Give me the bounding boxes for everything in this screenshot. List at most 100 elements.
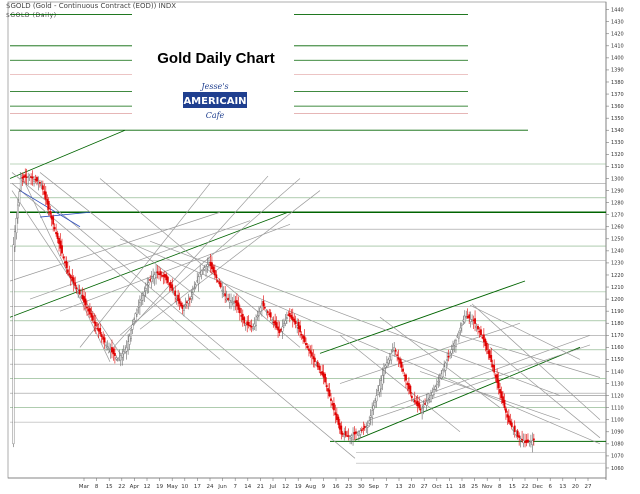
x-tick-label: 15 (106, 484, 113, 490)
candle-down (484, 339, 487, 346)
y-tick-label: 1280 (611, 200, 624, 206)
candle-up (124, 349, 127, 353)
y-tick-label: 1150 (611, 357, 624, 363)
candle-down (74, 282, 77, 287)
candle-down (516, 430, 519, 437)
candle-up (315, 364, 318, 366)
candle-down (25, 176, 28, 178)
candle-down (306, 346, 309, 348)
candle-up (460, 323, 463, 326)
x-tick-label: 18 (459, 484, 466, 490)
candle-down (234, 300, 237, 303)
candle-up (202, 269, 204, 271)
x-tick-label: 12 (144, 484, 151, 490)
candle-down (532, 438, 535, 441)
candle-up (152, 276, 155, 278)
candle-down (310, 352, 313, 357)
x-tick-label: Jul (269, 484, 277, 490)
x-tick-label: 27 (421, 484, 428, 490)
chart-title: Gold Daily Chart (157, 50, 275, 67)
x-tick-label: 25 (471, 484, 478, 490)
jesses-americain-cafe-logo: Jesse's AMERICAIN Cafe (183, 82, 247, 120)
candle-down (415, 401, 418, 405)
candle-up (233, 301, 235, 304)
candle-down (39, 182, 41, 184)
trend-line (419, 371, 561, 421)
candle-up (115, 357, 118, 360)
candle-down (327, 388, 329, 392)
candle-up (469, 319, 472, 322)
candle-up (385, 362, 388, 367)
candle-up (175, 298, 178, 300)
candle-down (249, 324, 252, 327)
candle-up (366, 425, 369, 428)
candle-down (75, 287, 78, 290)
candle-up (443, 366, 446, 370)
candle-up (146, 284, 149, 286)
candle-up (368, 420, 371, 424)
x-axis-ticks: Mar 8 15 22 Apr 12 19 May 10 17 24 Jun 7 14 21 Jul 12 19 A… (79, 478, 592, 490)
y-tick-label: 1400 (611, 56, 624, 62)
trend-line (11, 183, 221, 360)
trend-line (339, 322, 521, 384)
candle-down (341, 432, 344, 435)
candle-up (16, 204, 19, 219)
y-tick-label: 1090 (611, 430, 624, 436)
candle-down (215, 274, 218, 279)
candle-down (277, 326, 279, 331)
candle-down (400, 361, 403, 368)
x-tick-label: 14 (244, 484, 251, 490)
candle-down (477, 325, 479, 330)
trend-line (119, 178, 301, 336)
candle-up (471, 319, 474, 322)
candle-down (409, 385, 412, 394)
candle-down (61, 245, 63, 254)
y-tick-label: 1330 (611, 140, 624, 146)
x-tick-label: 13 (396, 484, 403, 490)
trend-line (11, 172, 356, 459)
candle-down (507, 415, 510, 423)
trend-line (339, 335, 461, 433)
candle-down (64, 261, 66, 264)
x-tick-label: 8 (95, 484, 99, 490)
trend-line (319, 280, 526, 354)
y-tick-label: 1310 (611, 164, 624, 170)
candle-down (510, 422, 513, 428)
plot-border (7, 1, 607, 479)
candle-up (350, 435, 353, 438)
candle-up (197, 276, 200, 284)
candle-up (155, 272, 157, 278)
candle-down (68, 273, 71, 276)
candle-down (325, 385, 328, 387)
trend-line (354, 346, 581, 441)
x-tick-label: Nov (482, 484, 493, 490)
candle-down (347, 435, 350, 437)
candle-up (430, 394, 432, 402)
candle-up (147, 282, 150, 286)
candle-down (496, 374, 498, 383)
candle-down (90, 313, 93, 318)
candle-down (41, 185, 44, 190)
chart-header-period: $GOLD (Daily) (6, 12, 57, 19)
candle-up (369, 415, 372, 418)
candle-up (452, 346, 454, 350)
candle-down (91, 315, 94, 321)
x-tick-label: 19 (156, 484, 163, 490)
trend-line (9, 211, 221, 282)
trend-line (469, 304, 581, 360)
candle-down (291, 316, 294, 321)
candle-down (402, 368, 404, 372)
candle-down (158, 273, 160, 275)
candle-up (40, 184, 43, 186)
candle-down (502, 396, 504, 404)
trend-line (369, 344, 591, 421)
candle-up (143, 291, 146, 296)
candle-down (360, 429, 363, 431)
candle-down (24, 174, 27, 178)
candle-down (481, 337, 484, 339)
candle-up (377, 390, 379, 395)
x-tick-label: 19 (295, 484, 302, 490)
y-tick-label: 1060 (611, 466, 624, 472)
candle-up (356, 432, 359, 434)
candle-down (474, 318, 476, 324)
